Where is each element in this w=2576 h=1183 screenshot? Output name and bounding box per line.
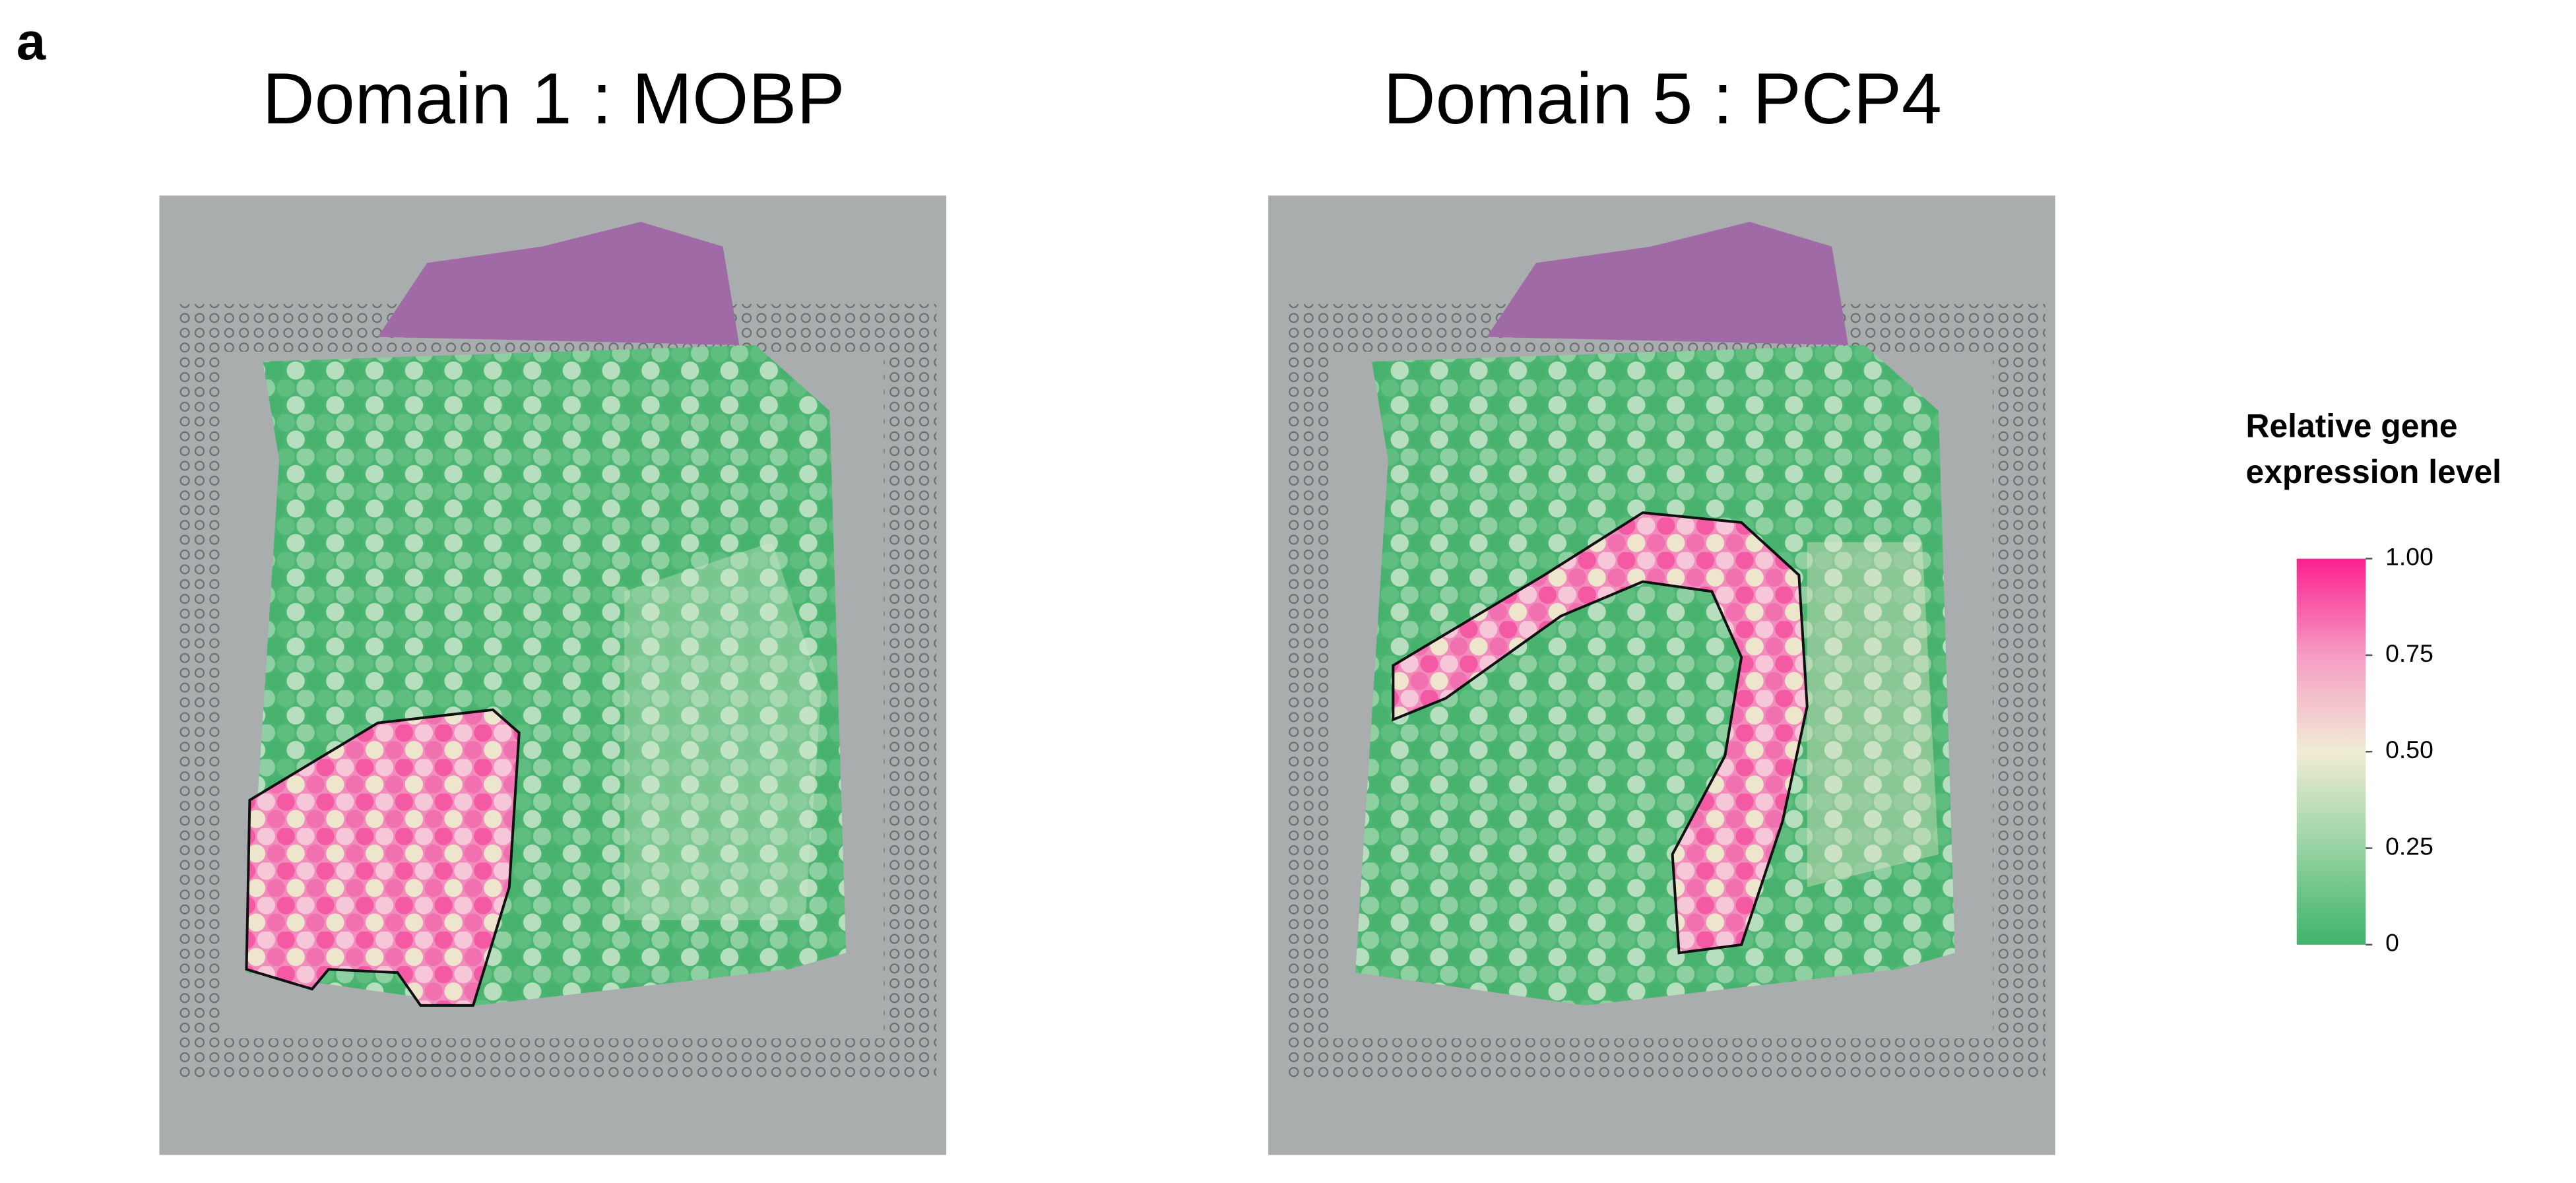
tick-label: 0: [2385, 929, 2399, 957]
legend-title: expression level: [2246, 453, 2501, 490]
panel-title: Domain 1 : MOBP: [263, 59, 845, 139]
tick-label: 0.50: [2385, 736, 2433, 763]
legend-title: Relative gene: [2246, 407, 2458, 444]
colorbar: [2296, 558, 2366, 945]
panel-label: a: [16, 12, 46, 71]
tissue-image: [1268, 195, 2055, 1155]
legend: Relative gene expression level 1.00 0.75 0.5…: [2246, 407, 2501, 956]
tick-label: 1.00: [2385, 543, 2433, 571]
tick-label: 0.25: [2385, 832, 2433, 860]
panel-title: Domain 5 : PCP4: [1384, 59, 1942, 139]
tick-label: 0.75: [2385, 639, 2433, 667]
tissue-image: [159, 195, 947, 1155]
